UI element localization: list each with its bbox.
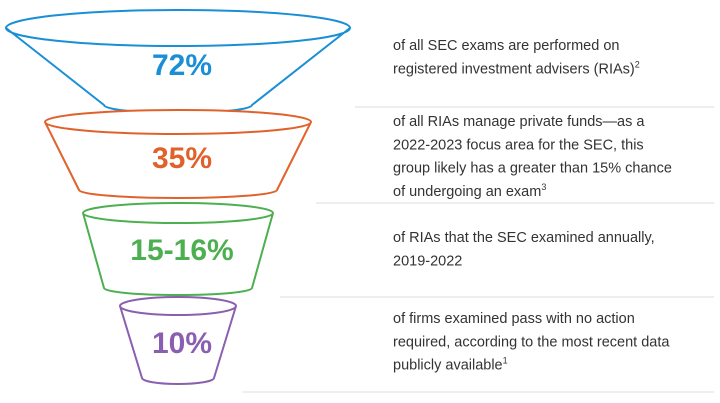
footnote-ref: 2 xyxy=(635,59,640,69)
description-text: of firms examined pass with no action xyxy=(393,311,635,327)
stat: 35% xyxy=(152,142,212,175)
description-line: 2019-2022 xyxy=(393,253,462,269)
description-line: of firms examined pass with no action xyxy=(393,311,635,327)
description-text: required, according to the most recent d… xyxy=(393,334,670,350)
funnel-segment xyxy=(119,296,237,385)
description-line: of all RIAs manage private funds—as a xyxy=(393,114,645,130)
description-line: of RIAs that the SEC examined annually, xyxy=(393,230,655,246)
description-text: group likely has a greater than 15% chan… xyxy=(393,161,672,177)
description-line: of undergoing an exam3 xyxy=(393,182,546,200)
description-line: group likely has a greater than 15% chan… xyxy=(393,161,672,177)
funnel-segment xyxy=(82,202,274,296)
footnote-ref: 1 xyxy=(503,356,508,366)
stat: 10% xyxy=(152,327,212,360)
description-text: of RIAs that the SEC examined annually, xyxy=(393,230,655,246)
description-line: 2022-2023 focus area for the SEC, this xyxy=(393,137,644,153)
footnote-ref: 3 xyxy=(541,182,546,192)
description-text: of all SEC exams are performed on xyxy=(393,38,619,54)
description-line: required, according to the most recent d… xyxy=(393,334,670,350)
description-line: registered investment advisers (RIAs)2 xyxy=(393,59,640,77)
description-text: registered investment advisers (RIAs) xyxy=(393,61,635,77)
description-line: publicly available1 xyxy=(393,356,508,374)
description-text: 2022-2023 focus area for the SEC, this xyxy=(393,137,644,153)
description-text: 2019-2022 xyxy=(393,253,462,269)
funnel-segment xyxy=(44,109,312,199)
description-text: of undergoing an exam xyxy=(393,184,541,200)
stat: 15-16% xyxy=(130,234,233,267)
description-line: of all SEC exams are performed on xyxy=(393,38,619,54)
stat: 72% xyxy=(152,49,212,82)
description-text: publicly available xyxy=(393,358,503,374)
description-text: of all RIAs manage private funds—as a xyxy=(393,114,645,130)
